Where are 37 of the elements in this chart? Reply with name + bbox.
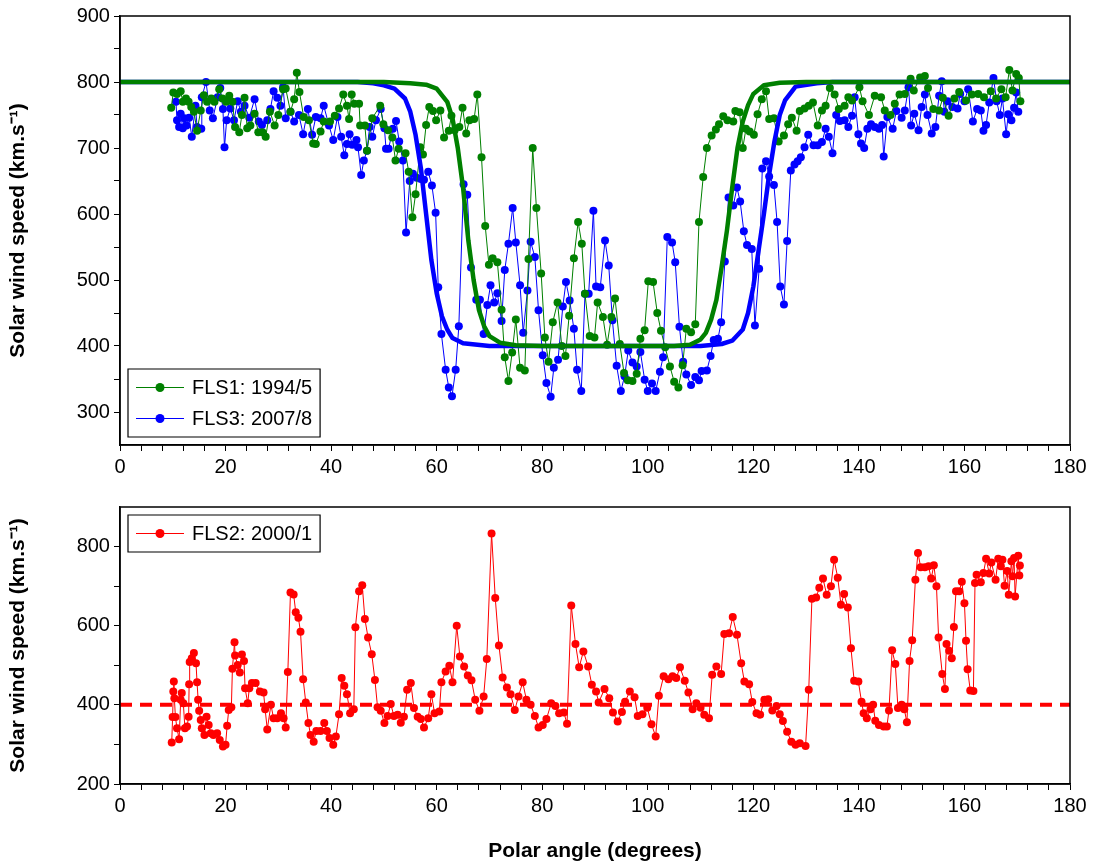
x-tick-label: 140 <box>842 454 876 477</box>
x-tick-label: 80 <box>531 793 554 816</box>
x-tick-label: 0 <box>114 454 126 477</box>
x-tick-label: 140 <box>842 793 876 816</box>
y-tick-label: 500 <box>76 267 110 290</box>
legend-label: FLS3: 2007/8 <box>192 407 313 430</box>
x-tick-label: 180 <box>1053 793 1087 816</box>
x-tick-label: 20 <box>214 793 237 816</box>
x-tick-label: 60 <box>425 454 448 477</box>
legend-label: FLS1: 1994/5 <box>192 376 313 399</box>
x-tick-label: 120 <box>736 454 771 477</box>
y-tick-label: 400 <box>76 692 110 715</box>
y-tick-label: 300 <box>76 399 110 422</box>
x-tick-label: 40 <box>319 793 343 816</box>
x-axis-title: Polar angle (degrees) <box>488 838 702 862</box>
x-tick-label: 60 <box>425 793 448 816</box>
y-tick-label: 400 <box>76 333 110 356</box>
x-tick-label: 120 <box>736 793 771 816</box>
x-tick-label: 40 <box>319 454 343 477</box>
x-tick-label: 160 <box>947 454 982 477</box>
x-tick-label: 180 <box>1053 454 1087 477</box>
x-tick-label: 20 <box>214 454 237 477</box>
y-tick-label: 200 <box>76 771 110 794</box>
y-tick-label: 600 <box>76 613 110 636</box>
legend-label: FLS2: 2000/1 <box>192 522 313 545</box>
x-tick-label: 0 <box>114 793 126 816</box>
x-tick-label: 80 <box>531 454 554 477</box>
x-tick-label: 100 <box>631 793 665 816</box>
y-axis-title: Solar wind speed (km.s⁻¹) <box>5 103 29 358</box>
y-tick-label: 800 <box>76 69 110 92</box>
y-tick-label: 700 <box>76 135 110 158</box>
x-tick-label: 160 <box>947 793 982 816</box>
y-tick-label: 600 <box>76 201 110 224</box>
y-axis-title: Solar wind speed (km.s⁻¹) <box>5 518 29 773</box>
y-tick-label: 900 <box>76 3 110 26</box>
y-tick-label: 800 <box>76 534 110 557</box>
x-tick-label: 100 <box>631 454 665 477</box>
